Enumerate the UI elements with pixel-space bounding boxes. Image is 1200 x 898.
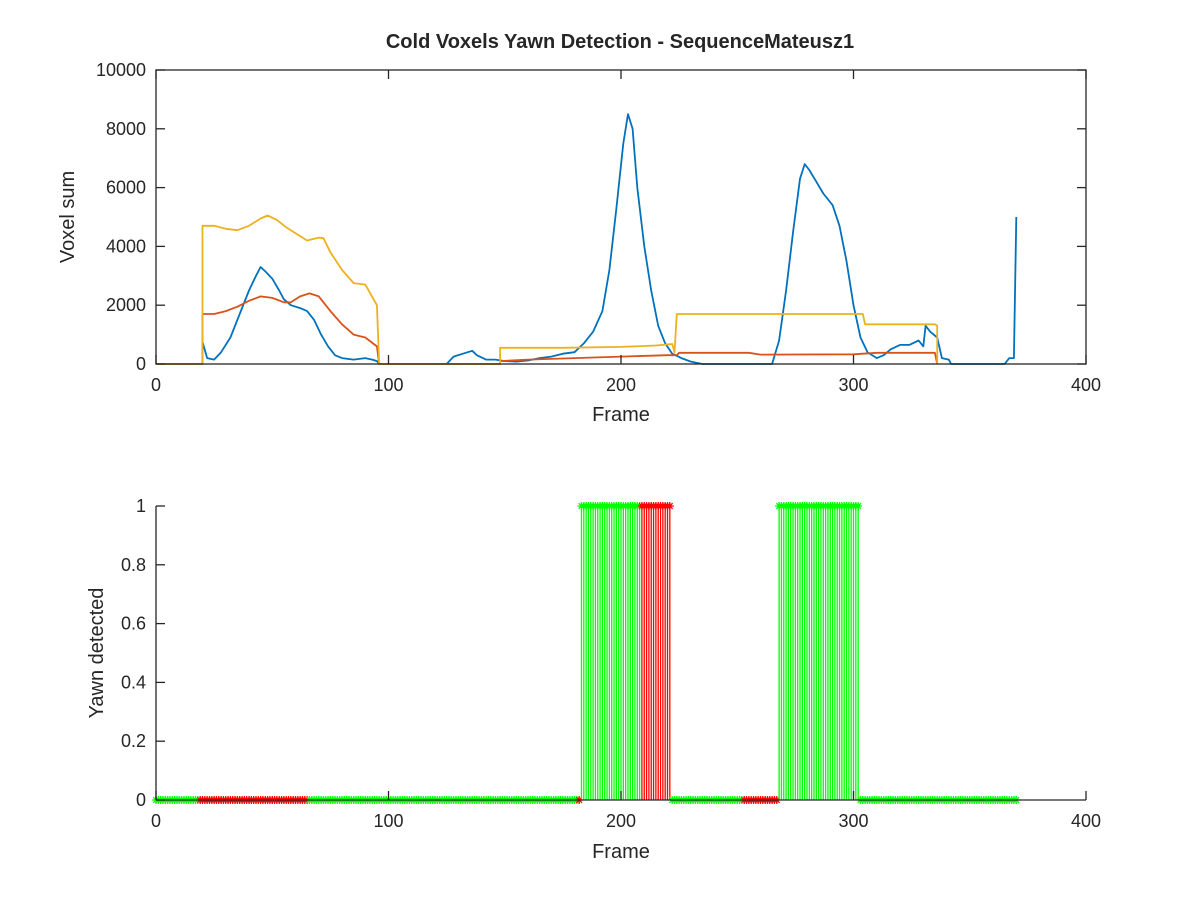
voxel-sum-y-tick-label: 4000 (106, 236, 146, 256)
voxel-sum-series-line-1 (156, 113, 1018, 365)
yawn-detected-y-tick-label: 1 (136, 496, 146, 516)
voxel-sum-y-tick-label: 6000 (106, 178, 146, 198)
voxel-sum-x-tick-label: 100 (373, 375, 403, 395)
yawn-detected-y-axis-label: Yawn detected (86, 588, 108, 719)
yawn-detected-x-tick-label: 0 (151, 811, 161, 831)
yawn-detected-y-tick-label: 0.6 (121, 614, 146, 634)
voxel-sum-y-tick-label: 8000 (106, 119, 146, 139)
yawn-detected-plot: 0 100 200 300 400 0 0.2 0.4 0.6 0.8 1 Frame Yawn d… (86, 496, 1101, 863)
voxel-sum-x-axis-label: Frame (592, 404, 650, 426)
voxel-sum-x-tick-label: 300 (838, 375, 868, 395)
yawn-detected-x-tick-label: 400 (1071, 811, 1101, 831)
voxel-sum-y-axis-label: Voxel sum (57, 171, 79, 263)
yawn-detected-x-tick-label: 300 (838, 811, 868, 831)
yawn-detected-y-tick-label: 0.8 (121, 555, 146, 575)
voxel-sum-y-tick-label: 10000 (96, 60, 146, 80)
voxel-sum-series-group (156, 113, 1018, 365)
voxel-sum-y-tick-label: 0 (136, 354, 146, 374)
yawn-detected-x-axis-label: Frame (592, 841, 650, 863)
yawn-detected-ticks: 0 100 200 300 400 0 0.2 0.4 0.6 0.8 1 (121, 496, 1101, 831)
voxel-sum-y-tick-label: 2000 (106, 295, 146, 315)
yawn-detected-y-tick-label: 0 (136, 790, 146, 810)
yawn-detected-y-tick-label: 0.2 (121, 731, 146, 751)
voxel-sum-x-tick-label: 0 (151, 375, 161, 395)
yawn-detected-x-tick-label: 200 (606, 811, 636, 831)
voxel-sum-x-tick-label: 400 (1071, 375, 1101, 395)
voxel-sum-series-line-3 (156, 214, 939, 365)
yawn-detected-y-tick-label: 0.4 (121, 672, 146, 692)
yawn-marker (854, 502, 863, 510)
yawn-detected-x-tick-label: 100 (373, 811, 403, 831)
voxel-sum-series-line-2 (156, 292, 939, 365)
chart-title: Cold Voxels Yawn Detection - SequenceMat… (386, 31, 854, 53)
voxel-sum-x-tick-label: 200 (606, 375, 636, 395)
yawn-marker (665, 502, 674, 510)
